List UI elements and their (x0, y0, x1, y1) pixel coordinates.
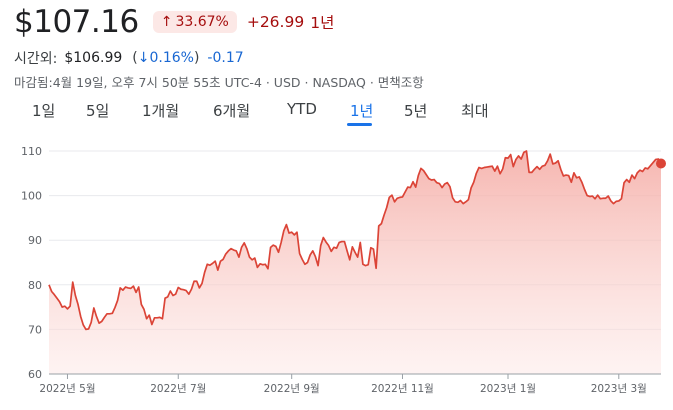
x-tick-label: 2023년 3월 (591, 383, 647, 395)
tab-ytd[interactable]: YTD (287, 100, 317, 118)
market-status-meta: 마감됨:4월 19일, 오후 7시 50분 55초 UTC-4 · USD · … (14, 75, 424, 90)
tab-1m[interactable]: 1개월 (142, 102, 180, 120)
x-tick-label: 2023년 1월 (480, 383, 536, 395)
change-amount: +26.99 (246, 13, 305, 31)
after-hours-percent-value: 0.16% (149, 50, 194, 66)
y-tick-label: 80 (28, 279, 42, 292)
y-tick-label: 70 (28, 323, 42, 336)
change-percent-badge: ↑ 33.67% (152, 11, 237, 33)
active-tab-indicator (347, 123, 372, 126)
last-price-dot (656, 158, 666, 169)
after-hours-price: $106.99 (64, 50, 123, 66)
arrow-up-icon: ↑ (160, 14, 173, 30)
x-tick-label: 2022년 9월 (264, 383, 320, 395)
x-tick-label: 2022년 5월 (39, 383, 95, 395)
chart-axes: 60 70 80 90 100 110 2022년 5월 2022년 7월 2022년 9월 20… (21, 145, 661, 395)
y-tick-label: 60 (28, 368, 42, 381)
price-chart: 60 70 80 90 100 110 2022년 5월 2022년 7월 2022년 9월 20… (21, 145, 666, 395)
after-hours-label: 시간외: (14, 51, 58, 67)
tab-5d[interactable]: 5일 (86, 102, 110, 120)
arrow-down-icon: ↓ (137, 50, 150, 66)
after-hours-percent: (↓0.16%) (132, 50, 199, 66)
x-tick-label: 2022년 11월 (371, 383, 434, 395)
quote-header: $107.16 ↑ 33.67% +26.99 1년 (14, 2, 334, 42)
y-tick-label: 90 (28, 234, 42, 247)
x-tick-label: 2022년 7월 (150, 383, 206, 395)
y-tick-label: 100 (21, 190, 42, 203)
tab-6m[interactable]: 6개월 (213, 102, 251, 120)
tab-max[interactable]: 최대 (461, 102, 489, 120)
after-hours-row: 시간외: $106.99 (↓0.16%) -0.17 (14, 48, 244, 68)
tab-5y[interactable]: 5년 (404, 102, 428, 120)
chart-area (48, 150, 666, 374)
after-hours-percent-open: ( (132, 50, 138, 66)
tab-1y[interactable]: 1년 (350, 102, 374, 120)
after-hours-percent-close: ) (193, 50, 200, 66)
y-tick-label: 110 (21, 145, 42, 158)
change-period: 1년 (310, 14, 335, 32)
current-price: $107.16 (14, 4, 139, 40)
price-line (48, 150, 662, 331)
after-hours-change: -0.17 (207, 50, 244, 66)
change-percent: 33.67% (175, 14, 229, 30)
tab-1d[interactable]: 1일 (32, 102, 56, 120)
price-area-fill (49, 151, 661, 374)
